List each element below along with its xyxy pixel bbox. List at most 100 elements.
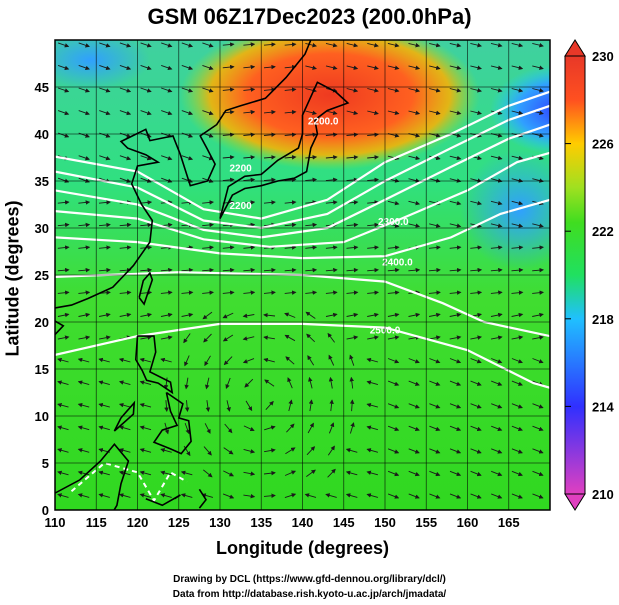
- wind-arrow: [139, 357, 152, 363]
- wind-arrow: [387, 88, 400, 93]
- wind-arrow: [325, 493, 337, 498]
- wind-arrow: [470, 267, 483, 273]
- wind-arrow: [305, 245, 318, 250]
- wind-arrow: [345, 470, 358, 476]
- y-tick-label: 45: [35, 80, 49, 95]
- wind-arrow: [284, 42, 297, 47]
- wind-arrow: [511, 155, 524, 161]
- wind-arrow: [286, 423, 295, 433]
- wind-arrow: [532, 470, 544, 477]
- y-tick-label: 15: [35, 362, 49, 377]
- wind-arrow: [428, 290, 441, 295]
- wind-arrow: [225, 377, 231, 390]
- y-axis-label: Latitude (degrees): [2, 200, 23, 357]
- wind-arrow: [408, 312, 421, 318]
- x-tick-label: 125: [168, 515, 190, 530]
- wind-arrow: [78, 155, 90, 161]
- wind-arrow: [243, 177, 256, 183]
- wind-arrow: [511, 335, 524, 340]
- wind-arrow: [449, 358, 462, 364]
- wind-arrow: [203, 446, 212, 456]
- wind-arrow: [325, 177, 338, 183]
- x-tick-labels: 110 115 120 125 130 135 140 145 150 155 160 165: [45, 515, 520, 530]
- wind-arrow: [470, 88, 482, 93]
- wind-arrow: [387, 42, 400, 48]
- wind-arrow: [223, 447, 234, 455]
- wind-arrow: [181, 42, 194, 48]
- wind-arrow: [304, 493, 317, 498]
- wind-arrow: [284, 334, 296, 342]
- wind-arrow: [367, 155, 379, 160]
- wind-arrow: [222, 245, 235, 250]
- wind-arrow: [490, 223, 503, 228]
- wind-arrow: [139, 448, 152, 453]
- wind-arrow: [181, 87, 194, 93]
- wind-arrow: [387, 425, 400, 431]
- wind-arrow: [325, 267, 338, 273]
- wind-arrow: [408, 470, 420, 477]
- wind-arrow: [305, 110, 317, 116]
- wind-arrow: [139, 402, 152, 408]
- wind-arrow: [161, 42, 173, 48]
- wind-arrow: [243, 290, 256, 295]
- wind-arrow: [223, 356, 233, 366]
- wind-arrow: [328, 422, 335, 434]
- contour-label: 2200: [230, 164, 253, 175]
- wind-arrow: [243, 425, 255, 432]
- colorbar-tick-label: 226: [592, 137, 614, 152]
- credit-drawing: Drawing by DCL (https://www.gfd-dennou.o…: [173, 574, 446, 585]
- wind-arrow: [511, 110, 524, 115]
- wind-arrow: [99, 155, 111, 161]
- wind-arrow: [511, 42, 524, 48]
- wind-arrow: [387, 493, 400, 499]
- wind-arrow: [284, 470, 297, 476]
- wind-arrow: [263, 267, 276, 273]
- wind-arrow: [160, 493, 172, 498]
- wind-arrow: [57, 64, 70, 71]
- wind-arrow: [203, 333, 212, 343]
- wind-arrow: [202, 155, 214, 161]
- wind-arrow: [222, 334, 234, 342]
- wind-arrow: [57, 42, 70, 48]
- wind-arrow: [511, 245, 524, 250]
- y-tick-label: 5: [42, 456, 49, 471]
- wind-arrow: [491, 470, 503, 477]
- colorbar-tick-label: 230: [592, 49, 614, 64]
- wind-arrow: [245, 400, 253, 412]
- wind-arrow: [140, 290, 153, 295]
- wind-arrow: [532, 493, 544, 499]
- wind-arrow: [449, 335, 462, 340]
- wind-arrow: [367, 132, 379, 138]
- wind-arrow: [78, 335, 91, 340]
- wind-arrow: [367, 110, 379, 116]
- wind-arrow: [346, 222, 359, 228]
- wind-arrow: [284, 267, 297, 273]
- wind-arrow: [470, 42, 482, 48]
- colorbar-min-arrow: [564, 493, 586, 511]
- x-axis-label: Longitude (degrees): [215, 538, 389, 558]
- wind-arrow: [532, 223, 544, 228]
- wind-arrow: [57, 402, 69, 408]
- wind-arrow: [160, 312, 173, 318]
- wind-arrow: [118, 380, 131, 386]
- wind-arrow: [470, 470, 482, 477]
- wind-arrow: [263, 177, 276, 183]
- wind-arrow: [449, 65, 462, 70]
- wind-arrow: [184, 400, 190, 412]
- wind-arrow: [180, 470, 193, 476]
- wind-arrow: [119, 110, 132, 116]
- wind-arrow: [449, 245, 462, 250]
- wind-arrow: [408, 88, 421, 93]
- x-tick-label: 115: [86, 515, 107, 530]
- wind-arrow: [284, 87, 297, 92]
- wind-arrow: [226, 400, 231, 412]
- wind-arrow: [99, 335, 111, 340]
- wind-arrow: [263, 42, 276, 47]
- wind-arrow: [366, 493, 379, 498]
- wind-arrow: [490, 65, 503, 70]
- wind-arrow: [201, 493, 214, 498]
- wind-arrow: [367, 312, 379, 318]
- wind-arrow: [306, 333, 316, 343]
- wind-arrow: [429, 470, 441, 477]
- wind-arrow: [429, 42, 441, 48]
